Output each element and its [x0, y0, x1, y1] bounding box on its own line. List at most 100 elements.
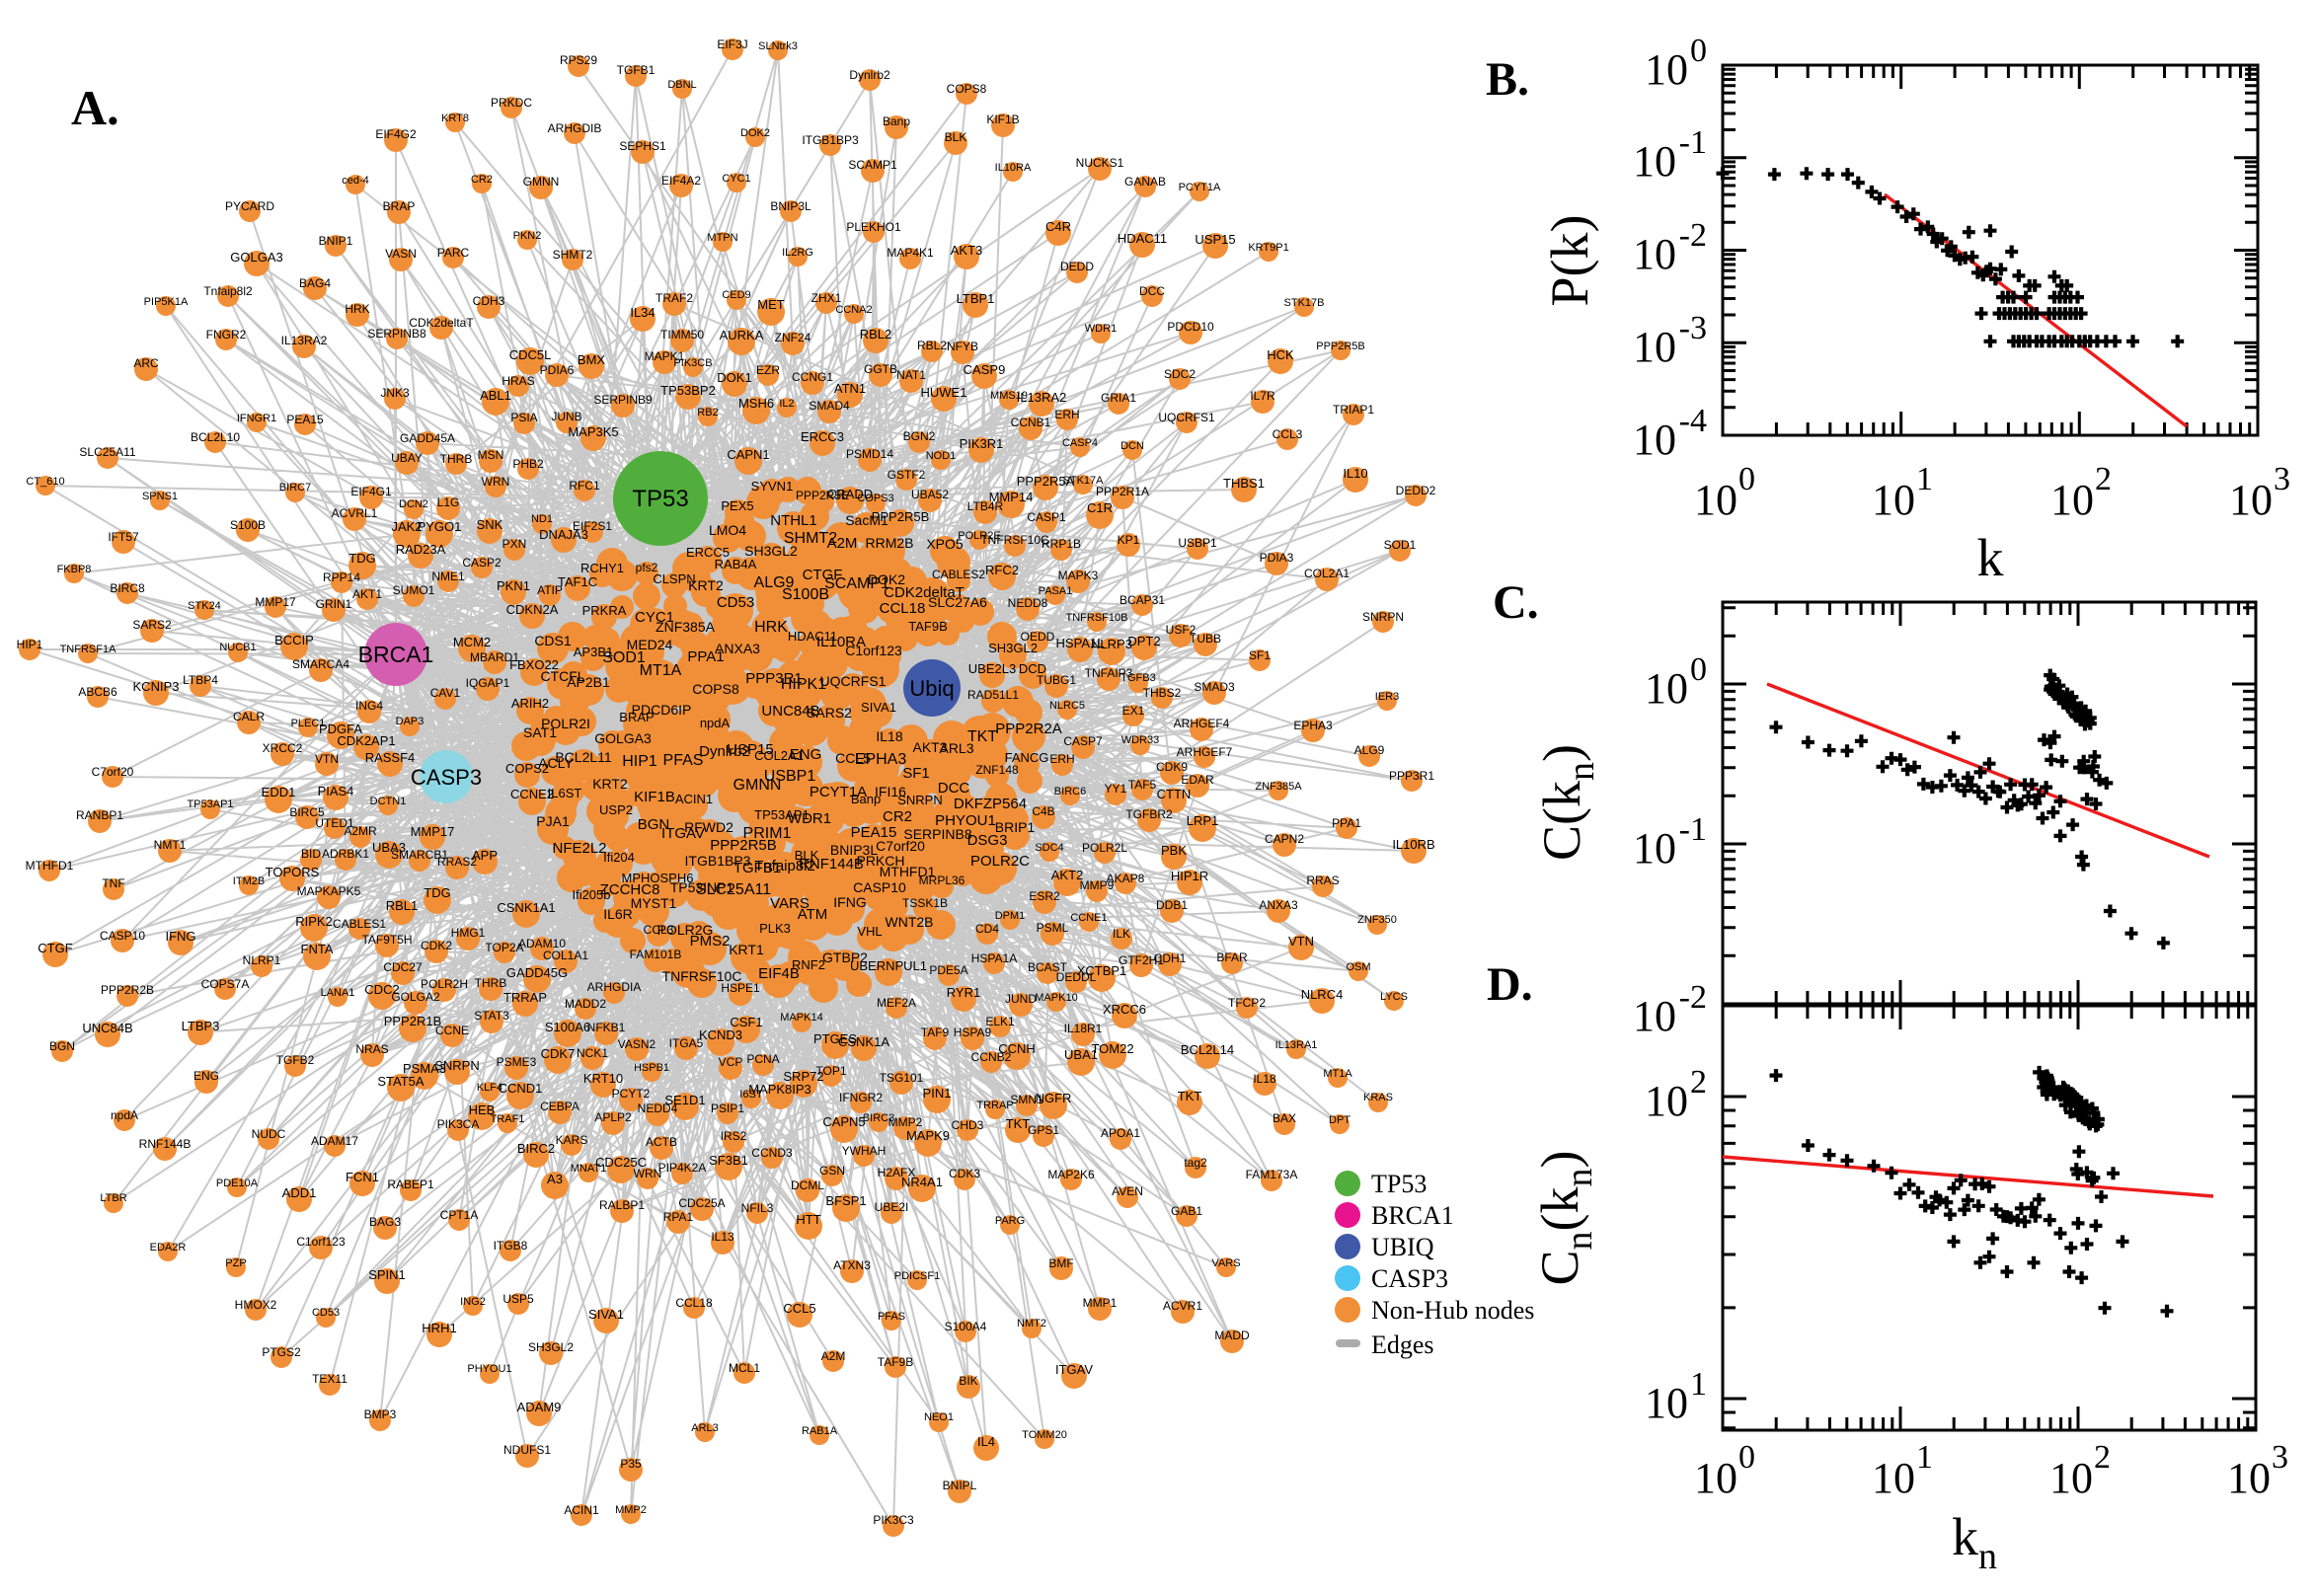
- svg-text:RYR1: RYR1: [947, 985, 980, 1000]
- svg-text:NR4A1: NR4A1: [901, 1175, 943, 1189]
- svg-text:SAT1: SAT1: [523, 724, 557, 740]
- svg-text:10: 10: [1694, 1454, 1737, 1502]
- svg-text:PARG: PARG: [995, 1215, 1025, 1227]
- svg-text:DEDDL: DEDDL: [1056, 970, 1097, 984]
- svg-text:THRB: THRB: [475, 976, 507, 990]
- svg-text:IL34: IL34: [630, 305, 655, 320]
- svg-text:EDAR: EDAR: [1181, 773, 1214, 787]
- svg-text:EIF3J: EIF3J: [717, 38, 747, 51]
- svg-text:COL2A1: COL2A1: [1304, 567, 1350, 580]
- svg-text:XRCC6: XRCC6: [1103, 1002, 1146, 1017]
- svg-text:UQCRFS1: UQCRFS1: [820, 673, 887, 689]
- svg-text:MTHFD1: MTHFD1: [26, 859, 74, 873]
- svg-text:PKN2: PKN2: [513, 230, 542, 242]
- svg-text:CD53: CD53: [717, 594, 754, 611]
- svg-text:POLR2E: POLR2E: [958, 530, 1000, 542]
- svg-text:PLEKHO1: PLEKHO1: [846, 220, 901, 234]
- svg-text:TP53INP1: TP53INP1: [670, 879, 734, 895]
- svg-text:KP1: KP1: [1118, 533, 1140, 547]
- svg-text:CD53: CD53: [312, 1307, 340, 1319]
- svg-text:PCYT1A: PCYT1A: [810, 784, 867, 800]
- svg-text:KRAS: KRAS: [1363, 1092, 1393, 1103]
- svg-text:STAT5A: STAT5A: [377, 1074, 425, 1089]
- svg-text:DOK2: DOK2: [868, 571, 905, 587]
- svg-text:10: 10: [2050, 476, 2094, 524]
- svg-text:PDICSF1: PDICSF1: [894, 1270, 940, 1282]
- svg-text:BCAST: BCAST: [1028, 960, 1068, 974]
- svg-text:Non-Hub nodes: Non-Hub nodes: [1371, 1296, 1534, 1325]
- svg-text:IFNG: IFNG: [165, 929, 195, 944]
- svg-text:TP53AP1: TP53AP1: [187, 798, 233, 810]
- svg-text:SH3GL2: SH3GL2: [988, 641, 1038, 655]
- svg-text:IL6R: IL6R: [603, 906, 633, 922]
- svg-text:SPNS1: SPNS1: [142, 491, 178, 502]
- svg-text:KCNIP3: KCNIP3: [133, 679, 180, 694]
- svg-text:SHMT2: SHMT2: [784, 530, 837, 547]
- svg-text:ARHGEF4: ARHGEF4: [1174, 717, 1230, 730]
- svg-text:CD4: CD4: [975, 922, 999, 936]
- svg-text:MADD: MADD: [1214, 1329, 1250, 1342]
- svg-text:ITGA5: ITGA5: [669, 1036, 704, 1050]
- svg-text:IFNG: IFNG: [833, 894, 866, 910]
- svg-text:WRN: WRN: [482, 475, 510, 489]
- svg-text:NLRP1: NLRP1: [243, 953, 281, 967]
- svg-text:I6ST: I6ST: [739, 1089, 763, 1101]
- svg-text:ENG: ENG: [193, 1069, 219, 1083]
- svg-text:PIAS4: PIAS4: [318, 784, 354, 798]
- svg-text:XPO5: XPO5: [926, 536, 964, 552]
- svg-text:10: 10: [1633, 323, 1676, 371]
- svg-text:CABLES2: CABLES2: [932, 568, 985, 581]
- svg-text:DPM1: DPM1: [995, 910, 1026, 922]
- svg-text:USF2: USF2: [1166, 623, 1197, 637]
- svg-text:BCAP31: BCAP31: [1119, 593, 1165, 607]
- svg-text:SIVA1: SIVA1: [588, 1307, 624, 1322]
- svg-text:LANA1: LANA1: [321, 987, 355, 999]
- svg-text:GSTF2: GSTF2: [888, 468, 926, 482]
- svg-text:SMARCA4: SMARCA4: [292, 657, 349, 671]
- svg-text:RANBP1: RANBP1: [76, 808, 123, 822]
- svg-text:MCL1: MCL1: [729, 1361, 760, 1375]
- svg-text:BFSP1: BFSP1: [825, 1193, 866, 1208]
- svg-text:NUDC: NUDC: [252, 1127, 286, 1141]
- svg-text:PFAS: PFAS: [878, 1311, 905, 1323]
- svg-text:MEF2A: MEF2A: [877, 996, 916, 1010]
- svg-text:IL13RA2: IL13RA2: [1017, 390, 1067, 405]
- svg-text:FNTA: FNTA: [301, 942, 334, 956]
- svg-text:IFI16: IFI16: [875, 784, 906, 799]
- svg-text:UBIQ: UBIQ: [1371, 1233, 1434, 1261]
- svg-text:BAG3: BAG3: [369, 1215, 401, 1229]
- svg-text:ANXA3: ANXA3: [715, 641, 760, 656]
- svg-text:Banp: Banp: [851, 792, 881, 806]
- svg-text:10: 10: [2227, 1454, 2271, 1502]
- svg-text:PHB2: PHB2: [512, 457, 544, 471]
- svg-text:PPP2R5A: PPP2R5A: [1017, 474, 1075, 489]
- svg-text:PPP3R1: PPP3R1: [745, 670, 803, 687]
- svg-text:CSNK1A: CSNK1A: [838, 1034, 889, 1049]
- svg-text:SLC27A6: SLC27A6: [928, 594, 987, 610]
- svg-text:PLEC1: PLEC1: [291, 718, 326, 729]
- svg-text:DSG3: DSG3: [967, 832, 1008, 849]
- svg-text:MAPK1: MAPK1: [645, 349, 685, 363]
- svg-text:SHMT2: SHMT2: [553, 248, 593, 262]
- svg-text:BLK: BLK: [795, 848, 819, 863]
- svg-text:NCK1: NCK1: [577, 1046, 608, 1060]
- svg-text:LTBP4: LTBP4: [183, 673, 218, 687]
- svg-text:CDK2deltaT: CDK2deltaT: [884, 584, 965, 601]
- svg-text:k: k: [1977, 528, 2004, 587]
- svg-text:SLC25A11: SLC25A11: [79, 445, 135, 459]
- svg-text:CASP1: CASP1: [1027, 510, 1066, 524]
- svg-text:MT1A: MT1A: [640, 662, 682, 679]
- svg-text:CAV1: CAV1: [430, 686, 461, 700]
- svg-text:BNIPL: BNIPL: [943, 1479, 977, 1492]
- svg-text:10: 10: [1633, 824, 1676, 873]
- svg-text:S100A4: S100A4: [945, 1320, 987, 1333]
- svg-text:VTN: VTN: [1288, 934, 1314, 949]
- svg-text:UTED1: UTED1: [315, 816, 354, 830]
- svg-text:BMX: BMX: [578, 352, 606, 367]
- svg-text:PPA1: PPA1: [687, 648, 724, 665]
- svg-text:PIN1: PIN1: [923, 1086, 952, 1101]
- svg-text:PRKRA: PRKRA: [582, 603, 627, 618]
- svg-text:ITGB1BP3: ITGB1BP3: [685, 853, 751, 869]
- svg-text:OSM: OSM: [1346, 961, 1370, 973]
- svg-text:YY1: YY1: [1105, 782, 1127, 796]
